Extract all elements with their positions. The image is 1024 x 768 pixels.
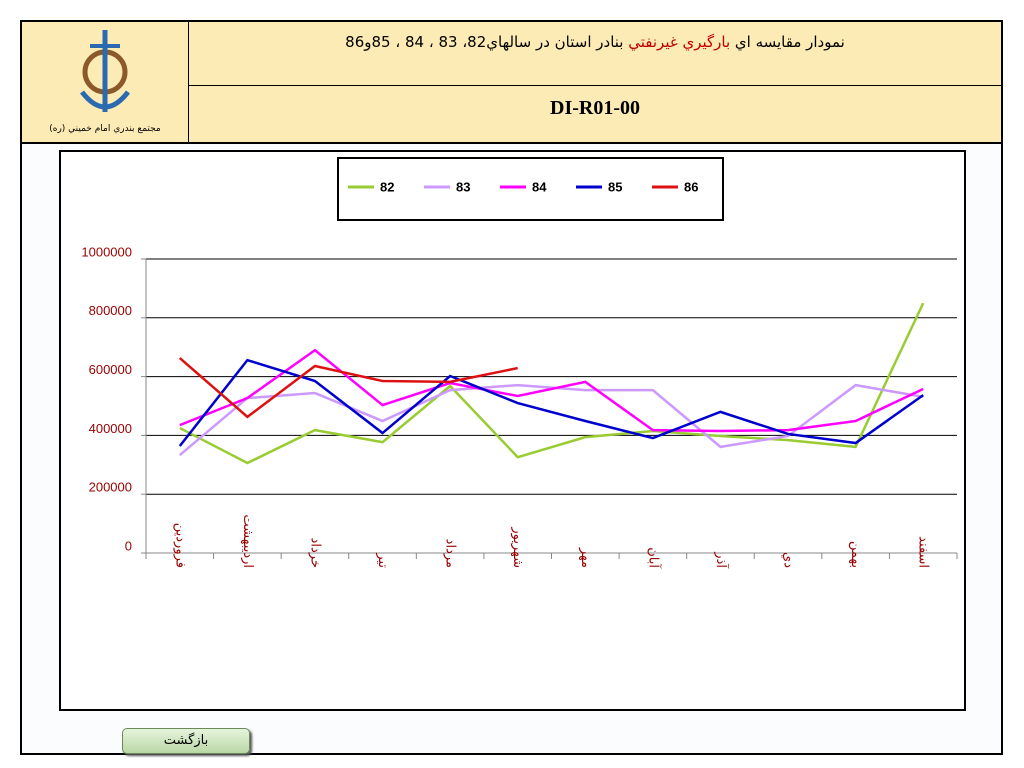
- y-tick-label: 0: [125, 538, 132, 553]
- x-tick-label: بهمن: [848, 541, 863, 568]
- x-tick-label: آبان: [645, 547, 662, 569]
- x-tick-label: اسفند: [916, 536, 931, 568]
- title: نمودار مقايسه اي بارگيري غيرنفتي بنادر ا…: [189, 22, 1001, 86]
- legend-box: [337, 157, 724, 221]
- series-line: [178, 357, 518, 419]
- x-tick-label: دي: [781, 552, 796, 568]
- x-tick-label: خرداد: [307, 538, 322, 568]
- x-tick-label: آذر: [713, 551, 730, 569]
- legend-label: 84: [532, 179, 547, 194]
- doc-code: DI-R01-00: [550, 97, 640, 119]
- title-text: بنادر استان در سالهاي82، 83 ، 84 ، 85و86: [345, 33, 629, 51]
- x-tick-label: فروردين: [172, 523, 187, 568]
- series-line: [179, 302, 925, 465]
- legend-label: 85: [608, 179, 622, 194]
- back-button[interactable]: بازگشت: [122, 728, 250, 754]
- x-tick-label: شهريور: [510, 526, 525, 568]
- x-tick-label: تير: [375, 552, 390, 568]
- title-text: نمودار مقايسه اي: [730, 33, 845, 51]
- x-tick-label: مهر: [578, 547, 593, 568]
- logo-icon: [80, 30, 130, 112]
- logo-caption: مجتمع بندري امام خميني (ره): [49, 124, 161, 134]
- legend-label: 86: [684, 179, 698, 194]
- legend-label: 83: [456, 179, 470, 194]
- y-tick-label: 400000: [89, 421, 132, 436]
- y-tick-label: 800000: [89, 303, 132, 318]
- x-tick-label: ارديبهشت: [240, 514, 255, 568]
- series-line: [179, 348, 924, 433]
- x-tick-label: مرداد: [443, 539, 458, 568]
- series-line: [178, 358, 924, 447]
- legend-label: 82: [380, 179, 394, 194]
- logo: مجتمع بندري امام خميني (ره): [22, 22, 189, 142]
- y-tick-label: 1000000: [81, 244, 132, 259]
- header: مجتمع بندري امام خميني (ره) نمودار مقايس…: [22, 22, 1001, 144]
- y-tick-label: 200000: [89, 480, 132, 495]
- y-tick-label: 600000: [89, 362, 132, 377]
- title-highlight: بارگيري غيرنفتي: [628, 33, 731, 51]
- chart-frame: [59, 150, 966, 711]
